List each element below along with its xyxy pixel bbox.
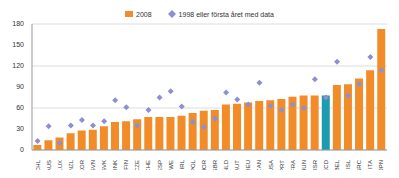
svg-text:FRA: FRA <box>290 160 296 170</box>
svg-text:SVN: SVN <box>90 160 96 170</box>
svg-text:LUX: LUX <box>57 160 63 170</box>
svg-text:NZL: NZL <box>68 159 74 170</box>
svg-text:FIN: FIN <box>123 160 129 170</box>
svg-text:AUT: AUT <box>234 160 240 170</box>
svg-text:USA: USA <box>268 160 274 170</box>
svg-text:180: 180 <box>12 20 24 27</box>
svg-text:0: 0 <box>20 146 24 153</box>
svg-text:CHL: CHL <box>35 159 41 170</box>
svg-text:GBR: GBR <box>212 159 218 170</box>
svg-text:SVK: SVK <box>101 160 107 170</box>
svg-text:OECD: OECD <box>323 159 329 170</box>
svg-text:JPN: JPN <box>378 160 384 170</box>
svg-text:GRC: GRC <box>356 159 362 170</box>
svg-text:ISR: ISR <box>312 159 318 170</box>
svg-text:DNK: DNK <box>112 160 118 170</box>
svg-text:90: 90 <box>16 83 24 90</box>
svg-text:ESP: ESP <box>157 160 163 170</box>
svg-text:KOR: KOR <box>79 159 85 170</box>
svg-text:30: 30 <box>16 125 24 132</box>
svg-text:ISL: ISL <box>345 159 351 169</box>
svg-text:60: 60 <box>16 104 24 111</box>
svg-text:150: 150 <box>12 41 24 48</box>
svg-text:120: 120 <box>12 62 24 69</box>
svg-text:NOR: NOR <box>201 159 207 170</box>
svg-text:BEL: BEL <box>334 159 340 170</box>
svg-text:NLD: NLD <box>223 159 229 170</box>
html-text:2008: 2008 <box>136 10 152 18</box>
svg-text:PRT: PRT <box>279 160 285 170</box>
html-text:1998 eller första året med dat: 1998 eller första året med data <box>178 10 274 18</box>
svg-text:DEU: DEU <box>245 160 251 170</box>
svg-text:CHE: CHE <box>145 160 151 170</box>
svg-text:POL: POL <box>190 159 196 170</box>
svg-text:IRL: IRL <box>179 159 185 169</box>
svg-text:SWE: SWE <box>168 160 174 170</box>
svg-text:CZE: CZE <box>134 160 140 170</box>
svg-text:ITA: ITA <box>367 160 373 169</box>
svg-text:HUN: HUN <box>301 160 307 170</box>
svg-text:AUS: AUS <box>46 160 52 170</box>
svg-text:CAN: CAN <box>256 160 262 170</box>
